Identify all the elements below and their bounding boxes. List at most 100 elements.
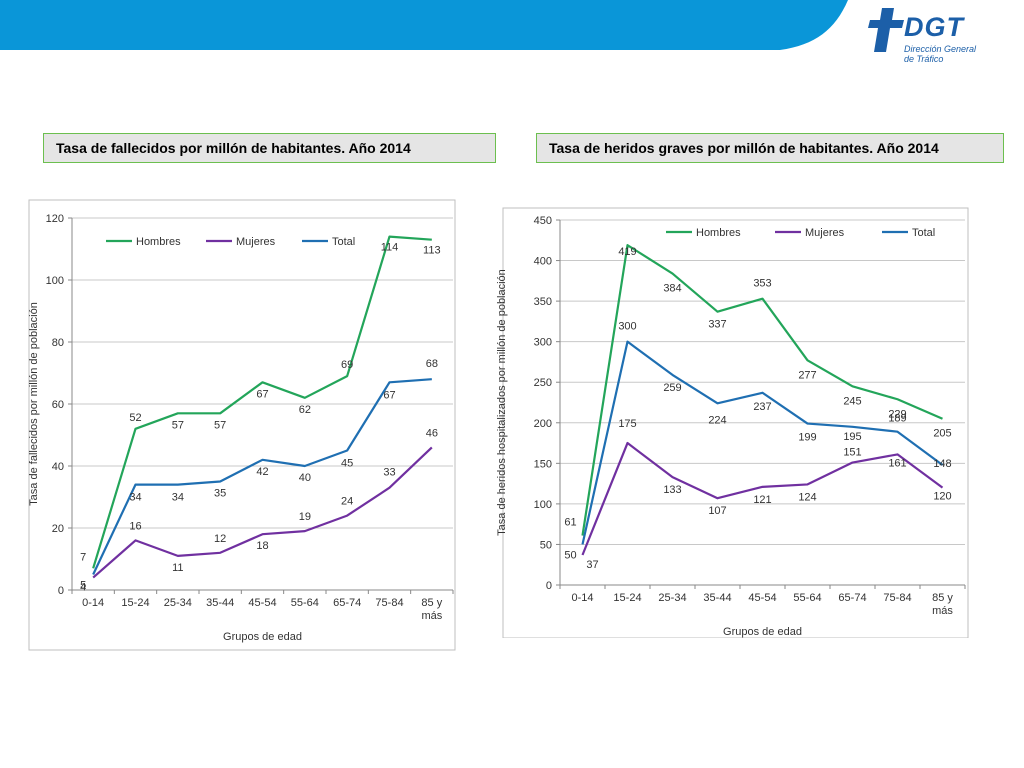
data-label: 229 [888, 408, 906, 420]
data-label: 120 [933, 491, 951, 503]
data-label: 40 [299, 472, 311, 484]
x-tick-label: 45-54 [748, 592, 776, 604]
x-tick-label: 15-24 [121, 597, 149, 609]
y-tick-label: 200 [534, 418, 552, 430]
data-label: 12 [214, 533, 226, 545]
series-line-mujeres [92, 446, 433, 579]
data-label: 113 [423, 245, 441, 257]
logo-subtitle-line-2: de Tráfico [904, 54, 944, 64]
x-tick-label: 35-44 [206, 597, 234, 609]
data-label: 42 [256, 466, 268, 478]
data-label: 199 [798, 432, 816, 444]
data-label: 121 [753, 494, 771, 506]
x-tick-label: 25-34 [164, 597, 192, 609]
x-tick-label: 65-74 [838, 592, 866, 604]
y-axis-title: Tasa de fallecidos por millón de poblaci… [28, 302, 40, 506]
data-label: 61 [564, 517, 576, 529]
data-label: 195 [843, 431, 861, 443]
x-tick-label: 85 y más [421, 597, 442, 622]
data-label: 18 [256, 540, 268, 552]
dgt-logo: DGT Dirección General de Tráfico [868, 8, 988, 64]
x-tick-label: 15-24 [613, 592, 641, 604]
data-label: 7 [80, 551, 86, 563]
y-tick-label: 20 [52, 523, 64, 535]
dgt-cross-icon [868, 8, 904, 52]
legend-label-mujeres: Mujeres [805, 227, 845, 239]
y-tick-label: 100 [46, 275, 64, 287]
legend-label-total: Total [332, 236, 355, 248]
data-label: 224 [708, 414, 726, 426]
chart-frame [28, 199, 456, 651]
top-banner [0, 0, 848, 50]
heridos-line-chart: 0 50 100 150 200 250 300 350 400 450 0-14 15-24 25-3… [496, 207, 969, 638]
legend-label-total: Total [912, 227, 935, 239]
y-tick-label: 60 [52, 399, 64, 411]
data-label: 57 [214, 419, 226, 431]
data-label: 34 [129, 492, 141, 504]
x-tick-label: 0-14 [82, 597, 104, 609]
data-label: 69 [341, 359, 353, 371]
x-tick-label: 85 y más [932, 592, 953, 617]
data-label: 50 [564, 549, 576, 561]
y-tick-label: 40 [52, 461, 64, 473]
x-tick-label: 0-14 [571, 592, 593, 604]
data-label: 133 [663, 484, 681, 496]
data-label: 151 [843, 447, 861, 459]
x-tick-label: 75-84 [375, 597, 403, 609]
y-tick-label: 350 [534, 296, 552, 308]
x-axis-title: Grupos de edad [723, 626, 802, 638]
data-label: 33 [383, 467, 395, 479]
data-label: 16 [129, 520, 141, 532]
data-label: 46 [426, 427, 438, 439]
y-tick-label: 300 [534, 337, 552, 349]
legend-label-mujeres: Mujeres [236, 236, 276, 248]
data-label: 34 [172, 492, 184, 504]
series-line-total [92, 378, 432, 575]
data-label: 67 [383, 389, 395, 401]
y-tick-label: 450 [534, 215, 552, 227]
x-tick-label: 55-64 [793, 592, 821, 604]
y-axis-title: Tasa de heridos hospitalizados por milló… [496, 269, 508, 536]
legend-label-hombres: Hombres [696, 227, 741, 239]
x-axis-title: Grupos de edad [223, 631, 302, 643]
banner-shape [0, 0, 848, 50]
data-label: 52 [129, 412, 141, 424]
data-label: 114 [381, 242, 399, 254]
series-line-hombres [92, 235, 432, 569]
y-tick-label: 100 [534, 499, 552, 511]
data-label: 11 [172, 562, 183, 574]
data-label: 24 [341, 496, 353, 508]
data-label: 107 [708, 505, 726, 517]
data-label: 124 [798, 491, 816, 503]
fallecidos-line-chart: 0 20 40 60 80 100 120 0-14 15-24 25-34 35-44 45-54 5… [28, 199, 456, 651]
data-label: 35 [214, 488, 226, 500]
data-label: 161 [888, 457, 906, 469]
data-label: 68 [426, 358, 438, 370]
data-label: 237 [753, 401, 771, 413]
data-label: 148 [933, 458, 951, 470]
data-label: 57 [172, 419, 184, 431]
y-tick-label: 150 [534, 458, 552, 470]
data-label: 419 [618, 246, 636, 258]
data-label: 45 [341, 458, 353, 470]
data-label: 37 [586, 559, 598, 571]
logo-subtitle: Dirección General de Tráfico [904, 44, 994, 64]
series-line-mujeres [581, 441, 944, 556]
logo-text: DGT [904, 12, 964, 42]
data-label: 4 [80, 582, 86, 594]
data-label: 175 [618, 418, 636, 430]
y-tick-label: 120 [46, 213, 64, 225]
series-line-total [581, 340, 944, 545]
data-label: 384 [663, 283, 681, 295]
data-label: 300 [618, 321, 636, 333]
y-tick-label: 0 [58, 585, 64, 597]
chart-1-title: Tasa de fallecidos por millón de habitan… [43, 133, 496, 163]
data-label: 259 [663, 382, 681, 394]
data-label: 62 [299, 404, 311, 416]
legend-label-hombres: Hombres [136, 236, 181, 248]
y-tick-label: 250 [534, 377, 552, 389]
series-line-hombres [581, 244, 943, 536]
data-label: 19 [299, 511, 311, 523]
x-tick-label: 75-84 [883, 592, 911, 604]
y-tick-label: 400 [534, 256, 552, 268]
